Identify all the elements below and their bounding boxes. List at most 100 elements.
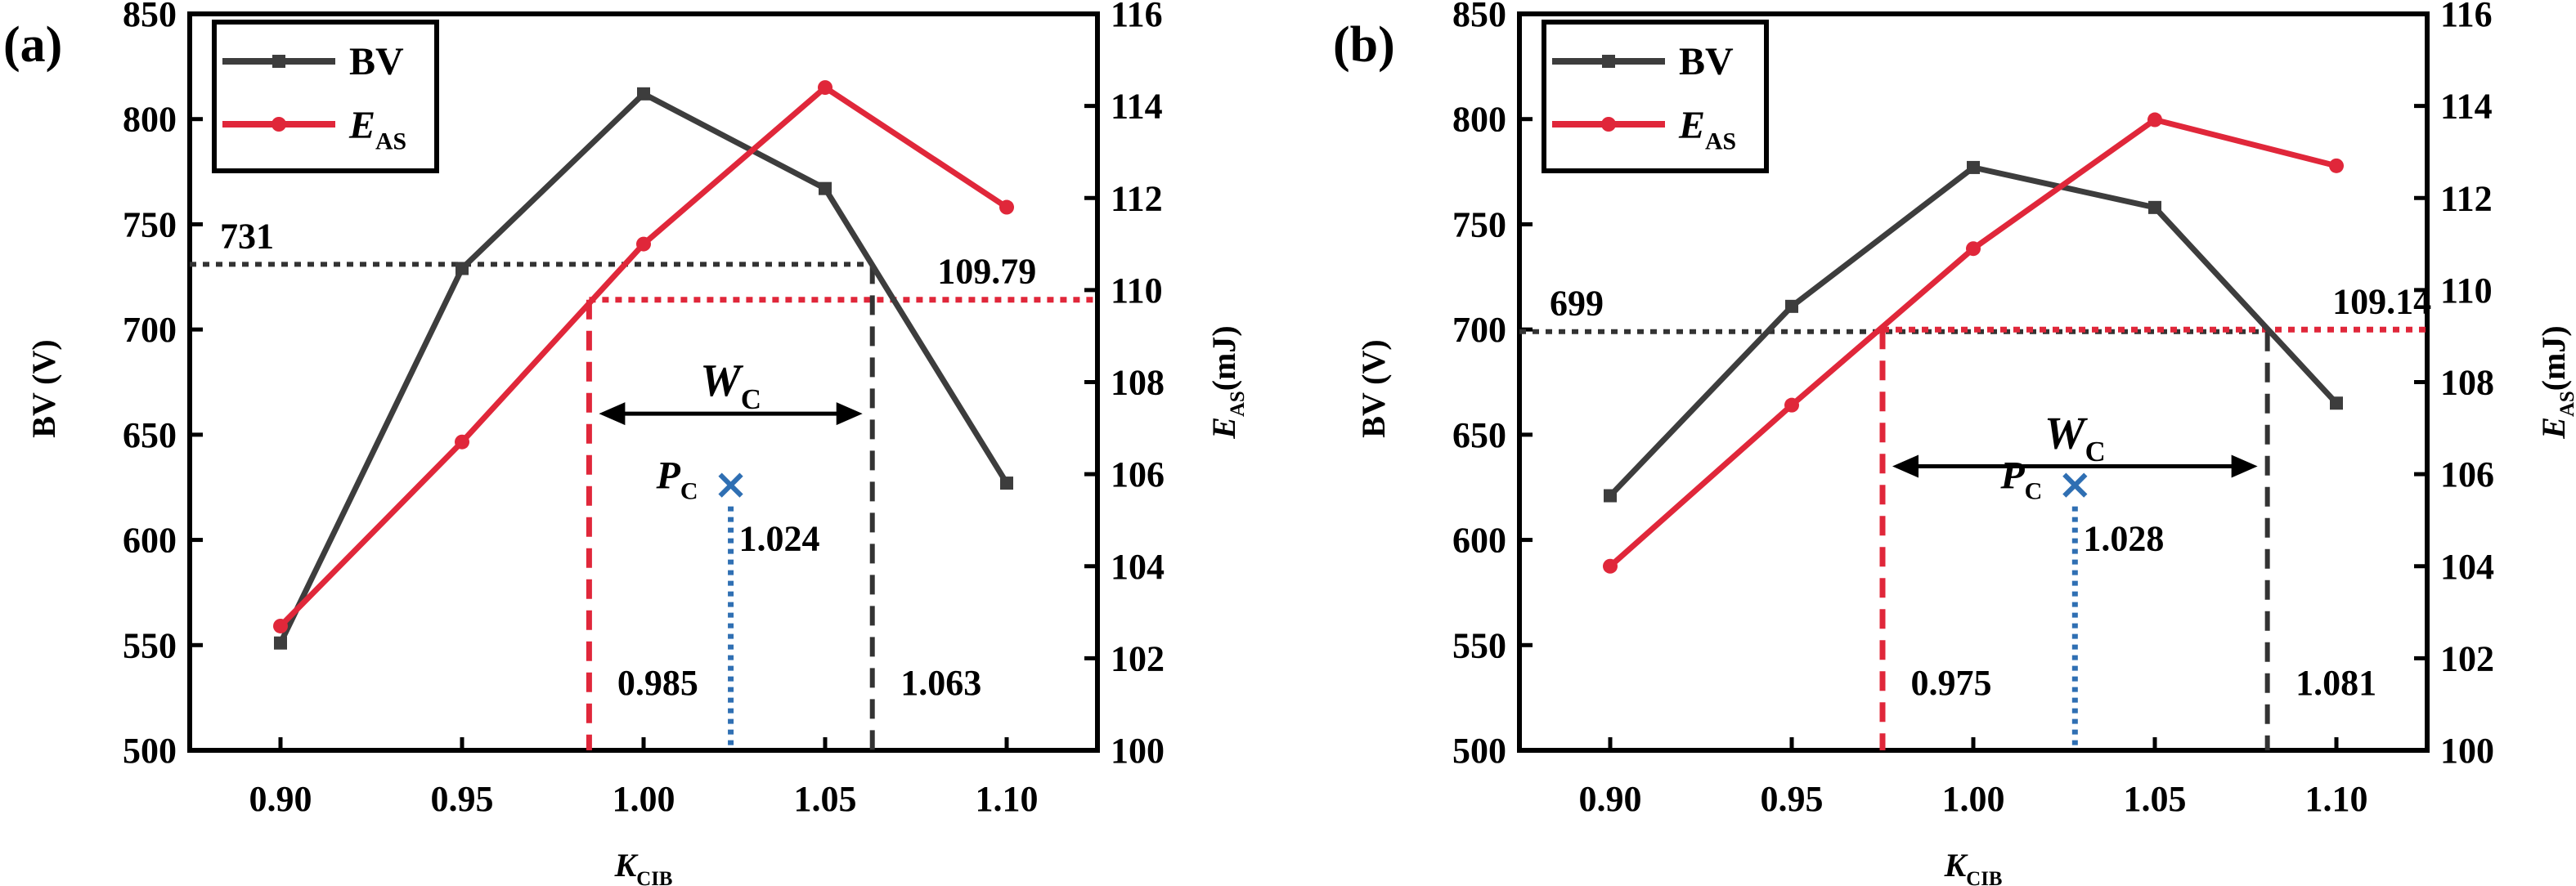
y-right-tick-label: 114: [2440, 87, 2493, 127]
x-tick-label: 1.00: [613, 779, 675, 819]
bv-point: [274, 636, 287, 650]
pc-value-label: 1.028: [2083, 519, 2164, 559]
legend-bv-label: BV: [349, 40, 404, 83]
x-low-label: 0.985: [617, 663, 698, 703]
y-right-tick-label: 104: [2440, 547, 2494, 587]
y-right-axis-label-main: E: [1205, 417, 1242, 440]
x-tick-label: 0.90: [1579, 779, 1642, 819]
panel-label: (b): [1333, 17, 1395, 73]
eas-point: [636, 236, 651, 252]
y-left-tick-label: 500: [1452, 731, 1506, 771]
y-right-tick-label: 108: [2440, 363, 2494, 403]
eas-point: [2329, 158, 2344, 173]
y-right-axis-label: EAS(mJ): [1205, 325, 1249, 439]
y-left-tick-label: 500: [123, 731, 177, 771]
eas-series-line: [1608, 116, 2337, 569]
x-axis-label-sub: CIB: [636, 868, 672, 886]
pc-value-label: 1.024: [739, 519, 820, 559]
x-tick-label: 1.10: [2305, 779, 2368, 819]
y-left-tick-label: 750: [123, 204, 177, 244]
x-axis-label-main: K: [614, 847, 639, 884]
bv-point: [1000, 477, 1013, 490]
y-right-tick-label: 110: [1111, 271, 1163, 311]
y-right-axis-label-sub: AS: [1227, 391, 1249, 417]
pc-label-sub: C: [2025, 478, 2043, 505]
wc-arrow-head-left: [599, 402, 626, 426]
pc-label-main: P: [1999, 454, 2025, 498]
eas-point: [818, 80, 832, 96]
y-right-tick-label: 102: [1111, 638, 1165, 678]
x-tick-label: 1.00: [1942, 779, 2005, 819]
x-tick-label: 0.90: [249, 779, 312, 819]
legend-eas-marker: [272, 117, 286, 132]
x-low-label: 0.975: [1911, 663, 1992, 703]
eas-point: [1966, 241, 1981, 257]
wc-arrow-head-right: [836, 402, 863, 426]
x-axis-label: KCIB: [614, 847, 673, 886]
y-left-tick-label: 650: [123, 415, 177, 455]
bv-point: [2330, 396, 2343, 410]
legend-bv-marker: [1602, 55, 1615, 68]
y-right-tick-label: 100: [2440, 731, 2494, 771]
eas-point: [1784, 397, 1799, 413]
legend-eas-label-sub: AS: [375, 128, 406, 154]
bv-point: [819, 181, 832, 195]
y-right-axis-label-suffix: (mJ): [1205, 325, 1242, 391]
y-left-axis-label: BV (V): [25, 339, 62, 437]
wc-label-main: W: [700, 356, 744, 406]
y-right-tick-label: 110: [2440, 271, 2493, 311]
eas-point: [1603, 558, 1618, 574]
x-high-label: 1.063: [900, 663, 981, 703]
legend-eas-label-sub: AS: [1705, 128, 1736, 154]
panel-label: (a): [3, 17, 62, 73]
wc-label: WC: [700, 356, 761, 415]
x-tick-label: 0.95: [1761, 779, 1824, 819]
y-left-tick-label: 850: [123, 0, 177, 34]
legend-box: [212, 20, 439, 173]
y-left-tick-label: 700: [123, 310, 177, 350]
bv-point: [1967, 160, 1980, 174]
y-right-tick-label: 112: [1111, 178, 1163, 218]
y-left-tick-label: 750: [1452, 204, 1506, 244]
bv-point: [1785, 299, 1798, 313]
y-right-tick-label: 106: [1111, 454, 1165, 494]
wc-label-sub: C: [2085, 436, 2106, 468]
legend-eas-label: EAS: [348, 104, 406, 154]
eas-point: [999, 199, 1014, 215]
legend-bv-label: BV: [1679, 40, 1734, 83]
pc-marker: [2062, 472, 2088, 498]
y-left-tick-label: 800: [123, 100, 177, 140]
y-left-tick-label: 800: [1452, 100, 1506, 140]
wc-arrow-head-left: [1892, 454, 1919, 478]
legend-eas-label-main: E: [348, 104, 375, 147]
legend-bv-marker: [272, 55, 285, 68]
wc-label: WC: [2044, 408, 2106, 468]
y-right-tick-label: 116: [2440, 0, 2493, 34]
bv-series-line: [277, 90, 1009, 645]
wc-label-sub: C: [741, 383, 761, 415]
y-left-tick-label: 600: [123, 521, 177, 561]
x-tick-label: 1.05: [794, 779, 857, 819]
y-left-tick-label: 600: [1452, 521, 1506, 561]
bv-point: [456, 262, 469, 275]
x-tick-label: 1.10: [976, 779, 1039, 819]
y-right-axis-label-suffix: (mJ): [2535, 325, 2572, 391]
y-left-tick-label: 550: [123, 625, 177, 665]
bv-point: [2148, 200, 2161, 214]
bv-threshold-label: 699: [1550, 284, 1604, 324]
y-right-axis-label-main: E: [2535, 417, 2572, 440]
y-right-tick-label: 102: [2440, 638, 2494, 678]
wc-label-main: W: [2044, 408, 2089, 459]
chart-panel-a: (a) 0.90 0.95 1.00 1.05 1.10 500 550 600 650 700 75…: [3, 0, 1249, 886]
y-right-tick-label: 108: [1111, 363, 1165, 403]
eas-threshold-label: 109.14: [2332, 281, 2431, 321]
y-right-tick-label: 114: [1111, 87, 1163, 127]
legend-eas-label: EAS: [1678, 104, 1736, 154]
y-left-axis-label: BV (V): [1355, 339, 1392, 437]
eas-point: [455, 434, 469, 450]
eas-threshold-label: 109.79: [937, 252, 1036, 292]
x-tick-label: 1.05: [2124, 779, 2187, 819]
y-right-tick-label: 100: [1111, 731, 1165, 771]
legend-eas-marker: [1601, 117, 1616, 132]
